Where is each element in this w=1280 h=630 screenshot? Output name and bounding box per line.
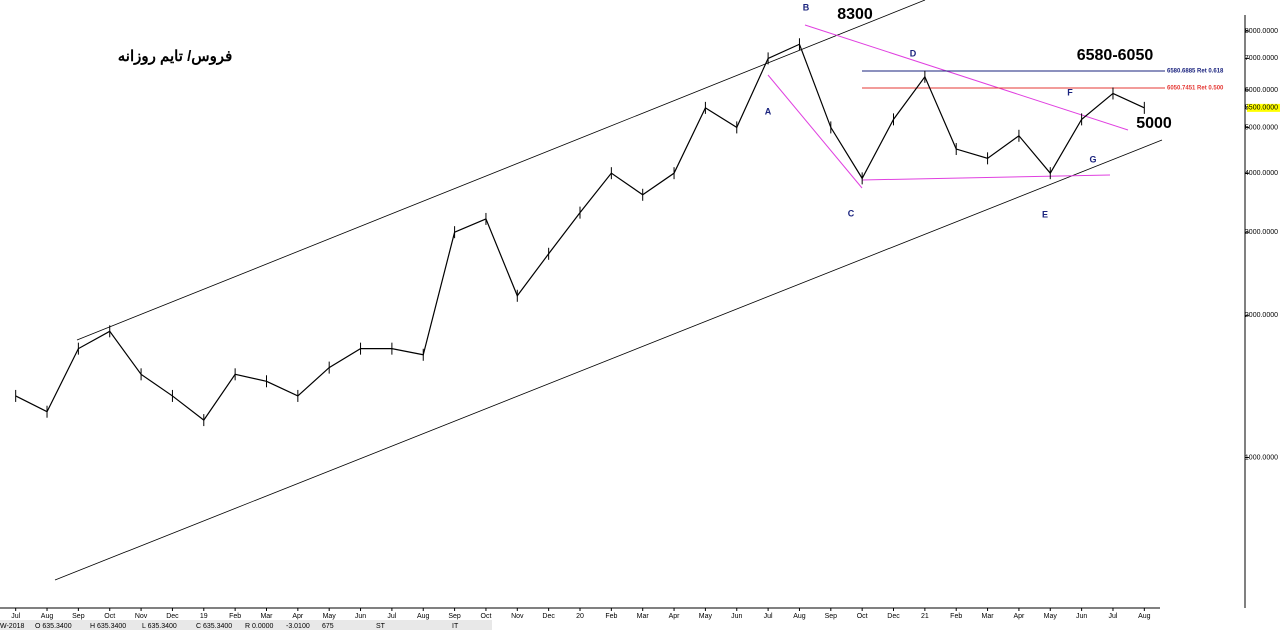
x-tick-label: Apr — [669, 613, 681, 620]
y-tick-label: 1000.0000 — [1245, 454, 1278, 461]
channel-lower — [54, 139, 1163, 581]
x-tick-label: 21 — [921, 613, 929, 620]
annotation: A — [765, 106, 772, 116]
annotation: F — [1067, 87, 1073, 97]
status-text: R 0.0000 — [245, 623, 274, 630]
x-tick-label: Jul — [764, 613, 773, 620]
x-tick-label: Feb — [605, 613, 617, 620]
x-tick-label: Dec — [166, 613, 179, 620]
x-tick-label: Sep — [72, 613, 85, 620]
x-tick-label: Sep — [448, 613, 461, 620]
y-tick-label: 4000.0000 — [1245, 170, 1278, 177]
x-tick-label: Jun — [1076, 613, 1087, 620]
y-tick-label: 3000.0000 — [1245, 229, 1278, 236]
y-tick-label: 2000.0000 — [1245, 312, 1278, 319]
x-tick-label: Dec — [542, 613, 555, 620]
x-tick-label: May — [1044, 613, 1058, 620]
status-text: C 635.3400 — [196, 623, 232, 630]
channel-upper — [76, 0, 926, 341]
x-tick-label: May — [699, 613, 713, 620]
x-tick-label: Oct — [857, 613, 868, 620]
x-tick-label: Jun — [355, 613, 366, 620]
y-tick-label: 5500.0000 — [1245, 105, 1278, 112]
x-tick-label: Sep — [825, 613, 838, 620]
x-tick-label: Apr — [292, 613, 304, 620]
annotation: C — [848, 208, 855, 218]
x-tick-label: Mar — [637, 613, 650, 620]
annotation: 8300 — [837, 6, 873, 23]
x-tick-label: Feb — [229, 613, 241, 620]
x-tick-label: Oct — [104, 613, 115, 620]
x-tick-label: Apr — [1013, 613, 1025, 620]
x-tick-label: Feb — [950, 613, 962, 620]
status-text: H 635.3400 — [90, 623, 126, 630]
x-tick-label: Mar — [982, 613, 995, 620]
status-text: O 635.3400 — [35, 623, 72, 630]
price-highlight — [1247, 103, 1280, 112]
status-text: W-2018 — [0, 623, 24, 630]
annotation: E — [1042, 209, 1048, 219]
triangle-line — [767, 74, 863, 189]
status-text: L 635.3400 — [142, 623, 177, 630]
x-tick-label: Oct — [481, 613, 492, 620]
y-tick-label: 5000.0000 — [1245, 124, 1278, 131]
y-tick-label: 8000.0000 — [1245, 28, 1278, 35]
triangle-line — [804, 24, 1129, 131]
triangle-line — [861, 174, 1111, 181]
annotation: 6580.6885 Ret 0.618 — [1167, 69, 1224, 75]
annotation: 6580-6050 — [1077, 47, 1154, 64]
x-tick-label: Jun — [731, 613, 742, 620]
annotation: G — [1089, 154, 1096, 164]
x-tick-label: May — [323, 613, 337, 620]
x-tick-label: Nov — [135, 613, 148, 620]
x-tick-label: 19 — [200, 613, 208, 620]
x-tick-label: 20 — [576, 613, 584, 620]
x-tick-label: Dec — [887, 613, 900, 620]
x-tick-label: Jul — [1108, 613, 1117, 620]
x-tick-label: Mar — [260, 613, 273, 620]
status-text: 675 — [322, 623, 334, 630]
annotation: 5000 — [1136, 115, 1172, 132]
x-tick-label: Aug — [793, 613, 806, 620]
status-text: IT — [452, 623, 459, 630]
x-tick-label: Jul — [387, 613, 396, 620]
annotation: B — [803, 2, 810, 12]
status-text: -3.0100 — [286, 623, 310, 630]
status-text: ST — [376, 623, 386, 630]
y-tick-label: 7000.0000 — [1245, 55, 1278, 62]
x-tick-label: Jul — [11, 613, 20, 620]
x-tick-label: Aug — [1138, 613, 1151, 620]
x-tick-label: Nov — [511, 613, 524, 620]
chart-title: فروس/ تایم روزانه — [118, 48, 233, 65]
y-tick-label: 6000.0000 — [1245, 87, 1278, 94]
annotation: 6050.7451 Ret 0.500 — [1167, 86, 1224, 92]
annotation: D — [910, 48, 917, 58]
x-tick-label: Aug — [41, 613, 54, 620]
status-bar — [0, 620, 492, 630]
x-tick-label: Aug — [417, 613, 430, 620]
